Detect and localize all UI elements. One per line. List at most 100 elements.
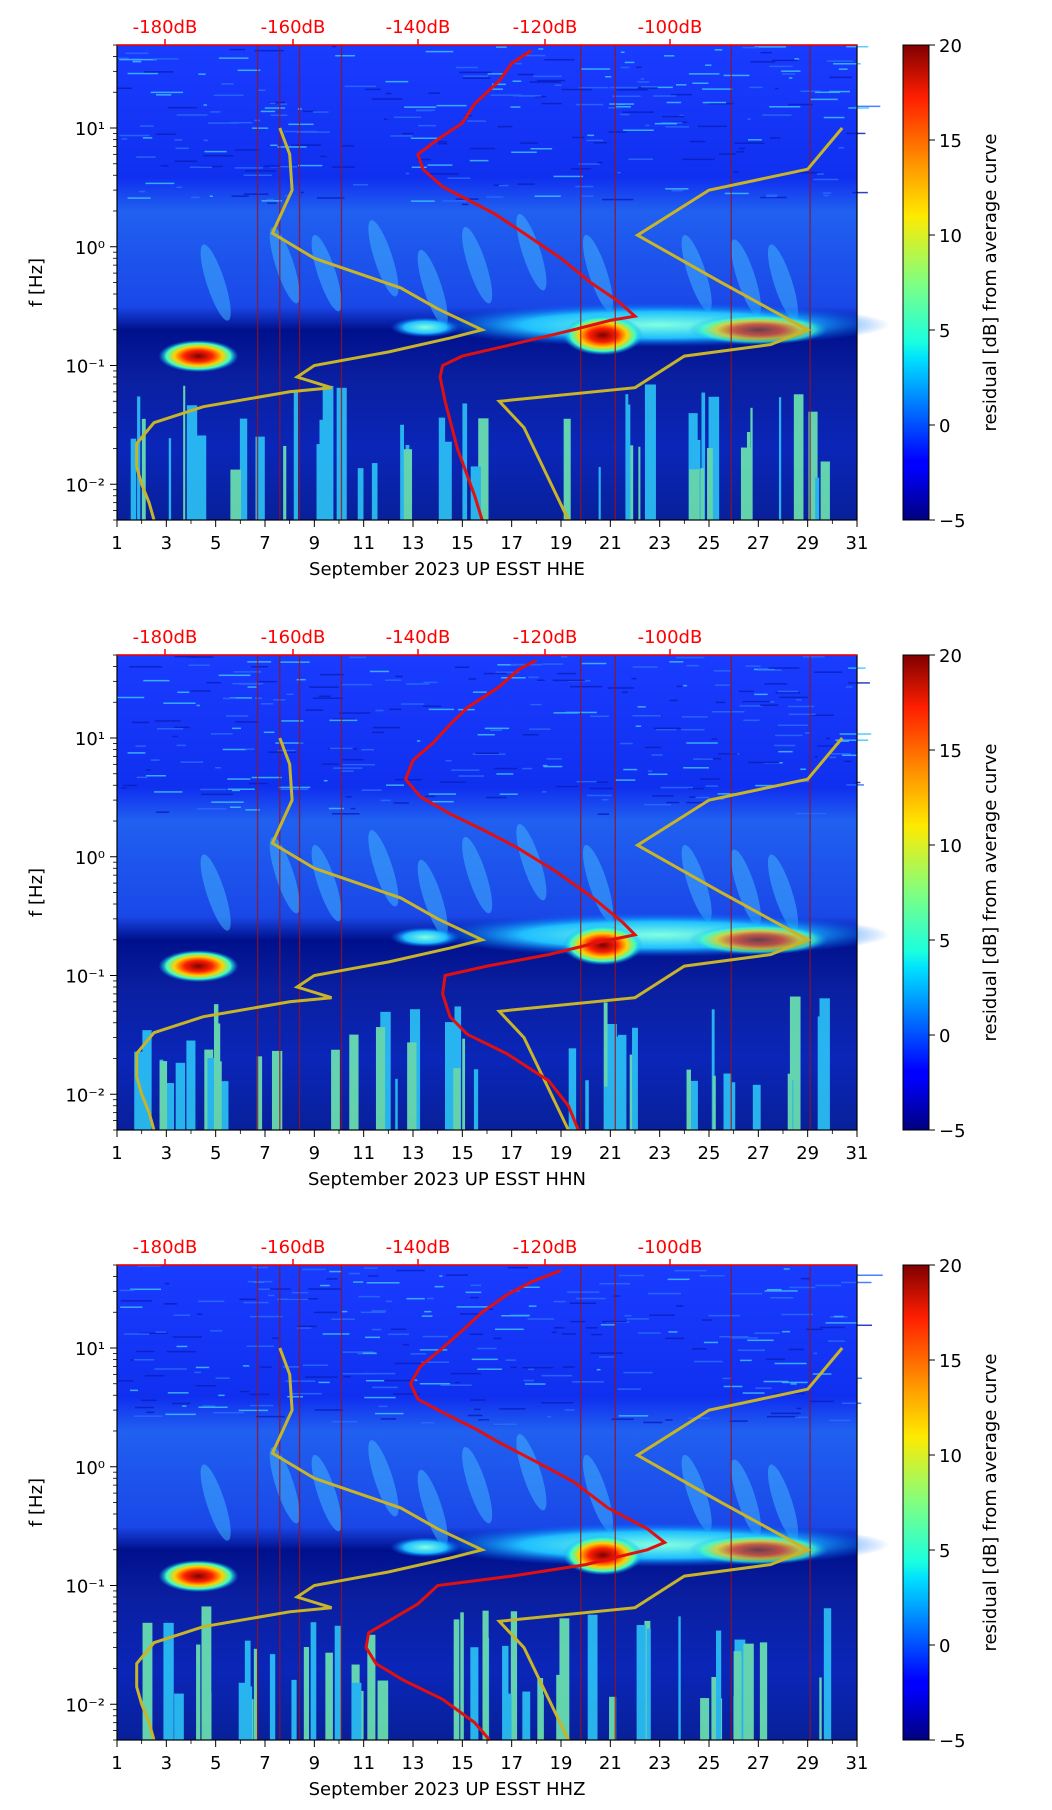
noise-streak [616,89,648,91]
noise-streak [286,693,294,696]
noise-streak [702,101,727,104]
burst-column [214,1023,221,1130]
noise-streak [393,802,409,804]
burst-column [646,1628,651,1740]
noise-streak [233,671,262,673]
noise-streak [230,121,253,124]
noise-streak [211,801,244,803]
noise-streak [366,1282,400,1284]
noise-streak [421,1315,433,1317]
noise-streak [235,149,260,151]
burst-column [700,1698,710,1740]
noise-streak [174,726,190,729]
event-lines [256,1265,811,1740]
noise-streak [155,133,176,135]
noise-streak [312,697,343,699]
noise-streak [511,151,537,154]
burst-column [735,1655,742,1740]
noise-streak [662,115,684,118]
noise-streak [788,705,815,708]
noise-streak [239,1390,250,1393]
noise-streak [229,806,241,809]
burst-column [750,407,753,520]
burst-column [142,1030,152,1130]
x-tick-label: 23 [648,1753,671,1774]
x-tick-label: 17 [500,533,523,554]
noise-streak [209,195,213,198]
noise-streak [341,145,354,147]
hf-noise-band [117,45,881,206]
burst-column [644,384,656,520]
noise-streak [385,80,409,83]
noise-streak [146,774,166,777]
noise-streak [690,140,706,143]
noise-streak [154,1368,187,1370]
noise-streak [590,1352,623,1354]
noise-streak [597,813,610,815]
noise-streak [691,1348,707,1350]
burst-column [183,385,186,520]
noise-streak [136,1350,155,1353]
noise-streak [229,48,245,51]
noise-streak [316,197,345,199]
noise-streak [562,1366,575,1368]
noise-streak [666,101,682,104]
noise-streak [813,1352,818,1355]
noise-streak [231,789,241,792]
storm-streak [516,824,547,901]
noise-streak [117,87,133,89]
noise-streak [231,727,242,730]
noise-streak [763,1380,789,1383]
noise-streak [467,1414,483,1417]
noise-streak [251,127,269,129]
noise-streak [319,155,327,158]
x-tick-label: 15 [451,1753,474,1774]
noise-streak [362,1372,396,1375]
storm-streak [200,854,231,931]
noise-streak [245,170,277,172]
noise-streak [813,178,839,181]
noise-streak [428,173,460,175]
noise-streak [380,1418,397,1420]
burst-column [760,1690,766,1740]
noise-streak [319,673,345,676]
noise-streak [576,1297,606,1300]
noise-streak [135,745,146,747]
noise-streak [676,1305,684,1307]
noise-streak [674,1269,707,1272]
burst-column [334,1625,341,1740]
noise-streak [474,1408,481,1411]
colorbar-tick-label: 0 [939,416,950,437]
noise-streak [447,177,471,179]
noise-streak [719,1335,749,1338]
reference-curve-high [496,737,844,1131]
noise-streak [196,1313,203,1315]
noise-streak [198,1406,228,1408]
noise-streak [263,731,275,734]
storm-streak [269,227,300,304]
noise-streak [810,98,838,101]
storm-streak [730,1459,762,1536]
noise-streak [742,46,759,49]
storm-streak [417,1469,448,1547]
noise-streak [349,656,367,659]
x-tick-label: 17 [500,1143,523,1164]
noise-streak [143,679,170,682]
colorbar-tick-label: −5 [939,1731,966,1752]
noise-streak [806,1328,823,1331]
noise-streak [742,700,770,703]
noise-streak [264,107,286,109]
average-psd-curve [364,1269,668,1741]
x-tick-label: 31 [846,1143,869,1164]
noise-streak [705,64,712,66]
noise-streak [190,690,211,692]
noise-streak [733,171,739,173]
noise-streak [203,104,207,106]
noise-streak [229,697,252,699]
noise-streak [615,779,636,781]
noise-streak [173,1314,191,1316]
db-tick-label: -140dB [386,17,451,38]
noise-streak [611,1418,634,1420]
burst-column [625,394,629,520]
